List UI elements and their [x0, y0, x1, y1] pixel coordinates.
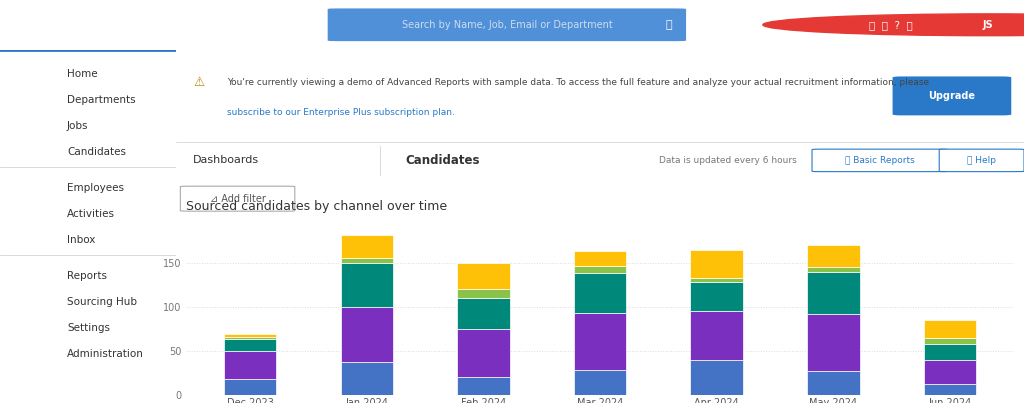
Bar [224, 339, 276, 351]
Text: 📊 Basic Reports: 📊 Basic Reports [845, 156, 914, 165]
Bar [573, 313, 627, 370]
Circle shape [763, 14, 1024, 36]
Text: Settings: Settings [67, 323, 110, 333]
Bar [690, 311, 743, 360]
Text: Upgrade: Upgrade [929, 91, 976, 101]
Bar [341, 307, 393, 362]
Bar [924, 344, 976, 360]
Text: Candidates: Candidates [406, 154, 479, 167]
Bar [457, 377, 510, 395]
Bar [807, 245, 859, 267]
Text: 🔍: 🔍 [666, 20, 672, 30]
Text: Departments: Departments [67, 95, 135, 105]
Bar [573, 370, 627, 395]
FancyBboxPatch shape [180, 186, 295, 211]
Bar [690, 360, 743, 395]
Bar [690, 282, 743, 311]
Bar [924, 320, 976, 338]
Bar [224, 334, 276, 337]
Bar [224, 337, 276, 339]
Bar [924, 360, 976, 384]
Text: Search by Name, Job, Email or Department: Search by Name, Job, Email or Department [401, 20, 612, 30]
FancyBboxPatch shape [812, 149, 947, 172]
Text: TechnologyAdvice: TechnologyAdvice [46, 17, 200, 32]
FancyBboxPatch shape [939, 149, 1024, 172]
Bar [457, 329, 510, 377]
Text: Administration: Administration [67, 349, 143, 359]
Bar [807, 267, 859, 272]
Text: ＋  🔔  ?  🔔: ＋ 🔔 ? 🔔 [869, 20, 912, 30]
Bar [690, 249, 743, 278]
Bar [224, 379, 276, 395]
Text: You're currently viewing a demo of Advanced Reports with sample data. To access : You're currently viewing a demo of Advan… [227, 77, 929, 87]
Text: Sourced candidates by channel over time: Sourced candidates by channel over time [186, 201, 447, 214]
Text: ⚠: ⚠ [194, 75, 205, 89]
Text: Inbox: Inbox [67, 235, 95, 245]
Text: Candidates: Candidates [67, 147, 126, 157]
Bar [341, 362, 393, 395]
Bar [341, 258, 393, 263]
FancyBboxPatch shape [893, 77, 1012, 115]
Text: subscribe to our Enterprise Plus subscription plan.: subscribe to our Enterprise Plus subscri… [227, 108, 455, 117]
Text: Sourcing Hub: Sourcing Hub [67, 297, 137, 307]
Text: ⊿ Add filter: ⊿ Add filter [210, 194, 266, 204]
Text: Jobs: Jobs [67, 121, 88, 131]
Text: Employees: Employees [67, 183, 124, 193]
Bar [690, 278, 743, 282]
FancyBboxPatch shape [328, 8, 686, 41]
Text: Dashboards: Dashboards [194, 156, 259, 165]
Bar [341, 235, 393, 258]
Bar [573, 251, 627, 266]
Bar [924, 384, 976, 395]
Bar [457, 298, 510, 329]
Bar [807, 314, 859, 371]
Bar [924, 338, 976, 344]
Bar [573, 273, 627, 313]
Text: JS: JS [983, 20, 993, 30]
Text: Data is updated every 6 hours: Data is updated every 6 hours [659, 156, 797, 165]
Bar [341, 263, 393, 307]
Bar [807, 371, 859, 395]
Text: 📘 Help: 📘 Help [967, 156, 996, 165]
Bar [224, 351, 276, 379]
Text: Activities: Activities [67, 209, 115, 219]
Bar [807, 272, 859, 314]
Text: Home: Home [67, 69, 97, 79]
Bar [573, 266, 627, 273]
Text: Reports: Reports [67, 271, 106, 281]
Bar [457, 263, 510, 289]
Bar [457, 289, 510, 298]
